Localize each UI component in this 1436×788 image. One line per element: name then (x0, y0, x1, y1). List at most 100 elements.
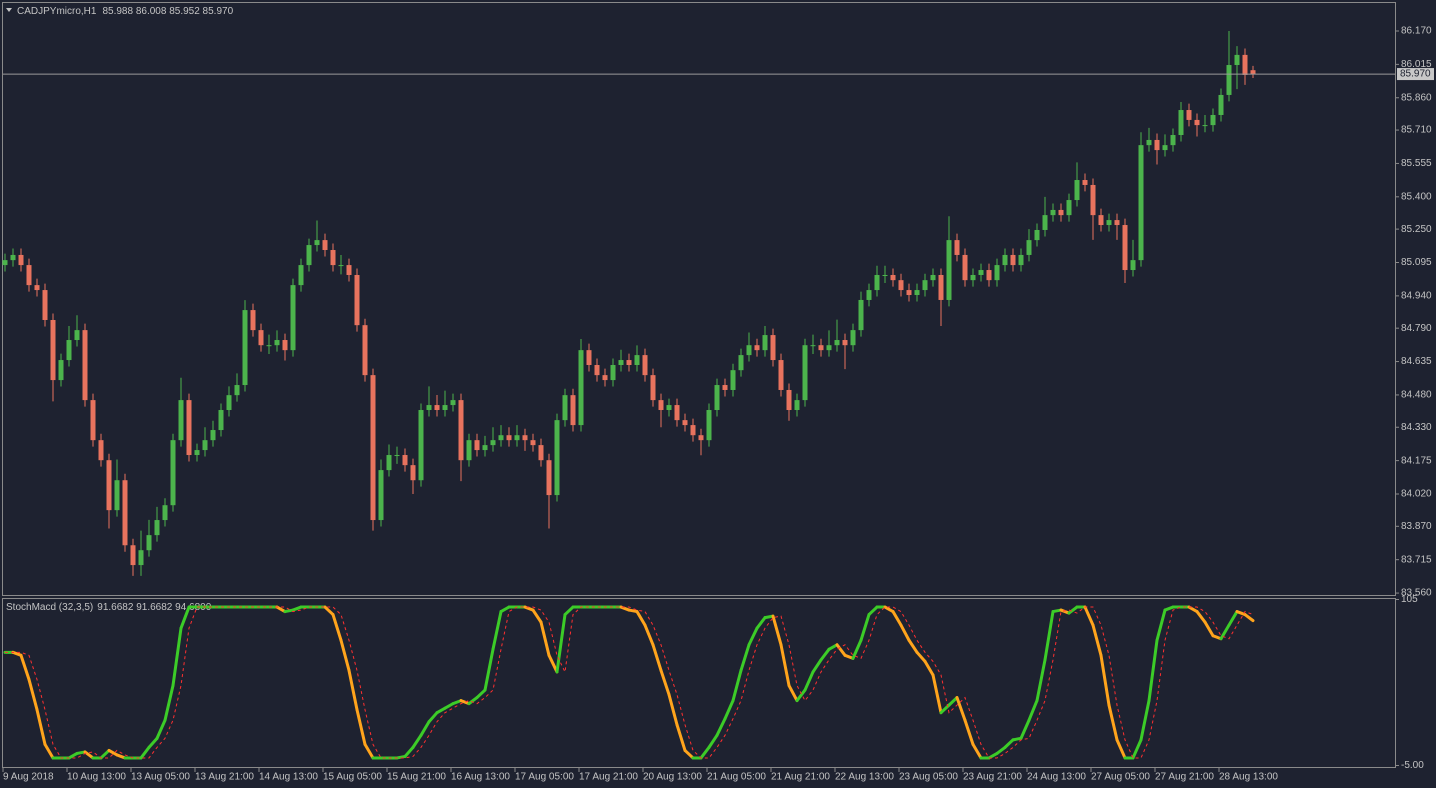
indicator-segment (923, 659, 935, 677)
candle-body (194, 450, 200, 456)
candle-body (1122, 225, 1128, 271)
indicator-segment (811, 658, 823, 674)
indicator-segment (739, 643, 751, 672)
candle-body (858, 299, 864, 331)
candle-body (882, 274, 888, 276)
indicator-segment (107, 748, 119, 757)
x-tick-label: 17 Aug 05:00 (515, 772, 574, 783)
indicator-segment (851, 638, 863, 660)
indicator-segment (987, 751, 999, 760)
candle-body (1234, 54, 1240, 66)
candle-body (810, 345, 816, 347)
candle-body (394, 455, 400, 457)
candle-body (1034, 229, 1040, 241)
main-pane-border (2, 2, 1396, 596)
candle-body (186, 400, 192, 456)
candle-body (618, 360, 624, 366)
indicator-segment (467, 696, 479, 706)
candle-body (506, 435, 512, 441)
ohlc-values: 85.988 86.008 85.952 85.970 (102, 6, 233, 17)
x-tick-label: 23 Aug 05:00 (899, 772, 958, 783)
candle-body (378, 470, 384, 521)
candle-body (714, 385, 720, 411)
indicator-segment (1187, 605, 1199, 614)
candle-body (1026, 240, 1032, 255)
indicator-segment (427, 711, 439, 724)
indicator-segment (963, 718, 975, 746)
y-tick-label: 84.020 (1401, 489, 1432, 500)
indicator-segment (499, 605, 511, 614)
candle-body (530, 440, 536, 446)
y-tick-label: 84.480 (1401, 390, 1432, 401)
indicator-segment (931, 673, 943, 715)
y-tick-label: 85.710 (1401, 125, 1432, 136)
candle-body (122, 480, 128, 546)
candle-body (146, 535, 152, 551)
candle-body (282, 340, 288, 351)
candle-body (722, 385, 728, 390)
indicator-segment (899, 623, 911, 642)
candle-body (418, 410, 424, 481)
indicator-segment (1035, 658, 1047, 703)
indicator-segment (1043, 610, 1055, 662)
candle-body (914, 290, 920, 296)
candle-body (874, 274, 880, 291)
candle-body (1066, 200, 1072, 216)
candle-body (666, 405, 672, 411)
indicator-segment (355, 708, 367, 746)
indicator-segment (1195, 610, 1207, 624)
indicator-segment (683, 748, 695, 760)
x-tick-label: 21 Aug 05:00 (707, 772, 766, 783)
candle-body (658, 400, 664, 411)
candle-body (634, 355, 640, 366)
candle-body (458, 400, 464, 461)
candle-body (370, 375, 376, 521)
candle-body (362, 325, 368, 376)
candle-body (546, 460, 552, 496)
candle-body (610, 365, 616, 381)
candle-body (1202, 125, 1208, 127)
candle-body (450, 400, 456, 406)
x-tick-label: 10 Aug 13:00 (67, 772, 126, 783)
candle-body (1106, 220, 1112, 226)
candle-body (898, 280, 904, 291)
candle-body (1018, 254, 1024, 266)
candle-body (962, 254, 968, 281)
indicator-segment (1139, 699, 1151, 742)
indicator-segment (731, 668, 743, 703)
candle-body (2, 260, 8, 266)
indicator-segment (435, 706, 447, 715)
candle-body (586, 350, 592, 366)
candle-body (18, 254, 24, 266)
collapse-icon[interactable] (6, 8, 12, 12)
candle-body (866, 290, 872, 300)
indicator-segment (1227, 610, 1239, 627)
indicator-segment (1019, 718, 1031, 740)
candle-body (1098, 215, 1104, 226)
candle-body (26, 265, 32, 286)
candle-body (1042, 215, 1048, 230)
indicator-segment (1091, 623, 1103, 657)
candle-body (210, 430, 216, 441)
candle-body (298, 265, 304, 286)
candle-body (402, 455, 408, 466)
candle-body (442, 405, 448, 411)
indicator-segment (443, 702, 455, 710)
candle-body (674, 405, 680, 421)
candle-body (202, 440, 208, 451)
indicator-segment (1027, 699, 1039, 722)
candle-body (290, 285, 296, 351)
candle-body (730, 370, 736, 390)
candle-body (1082, 180, 1088, 185)
indicator-segment (971, 742, 983, 760)
indicator-segment (1107, 703, 1119, 742)
candle-body (498, 435, 504, 441)
candle-body (74, 330, 80, 341)
x-tick-label: 9 Aug 2018 (3, 772, 54, 783)
candle-body (1050, 209, 1056, 216)
candle-body (162, 505, 168, 521)
indicator-segment (339, 638, 351, 672)
indicator-segment (275, 605, 287, 614)
indicator-segment (835, 643, 847, 657)
